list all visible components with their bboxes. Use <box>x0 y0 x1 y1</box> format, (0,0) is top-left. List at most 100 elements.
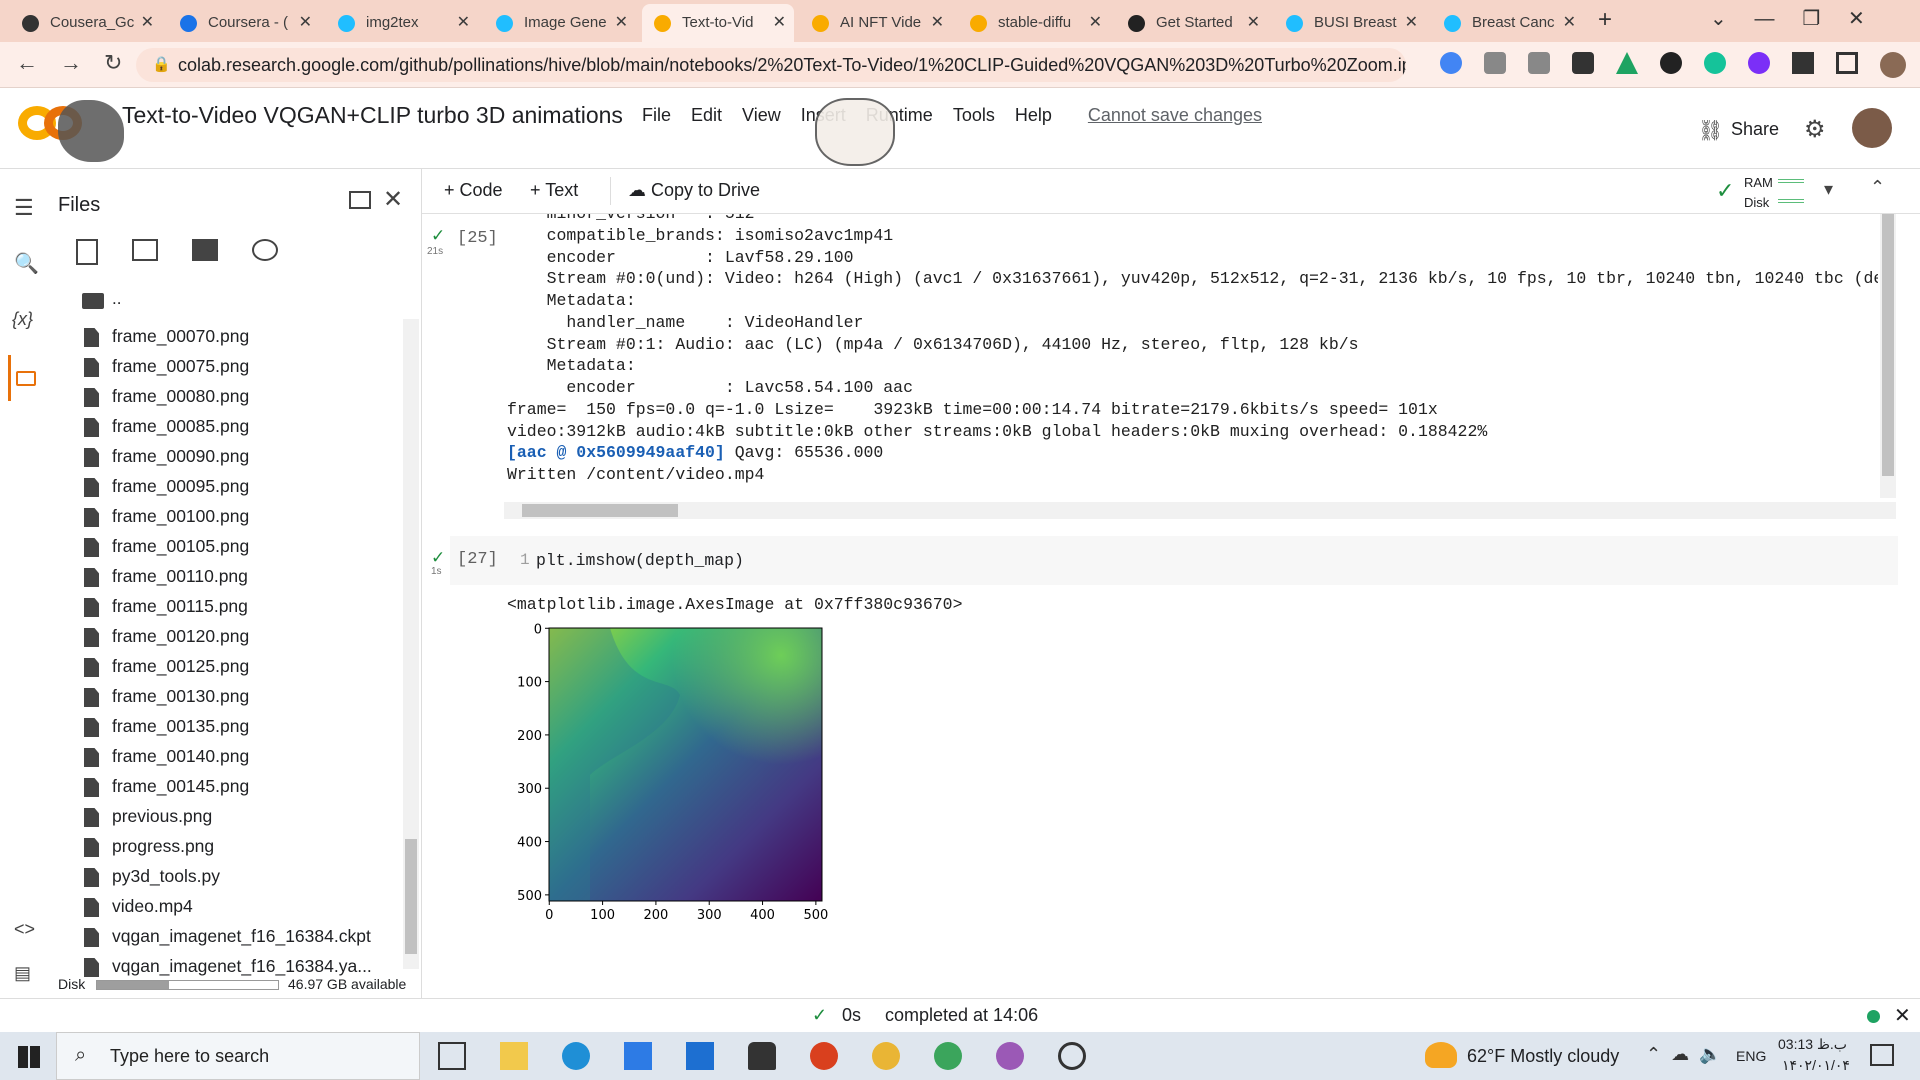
hidden-files-icon[interactable] <box>252 239 278 261</box>
file-name[interactable]: progress.png <box>112 836 215 856</box>
tab-close[interactable]: ✕ <box>1246 14 1260 31</box>
tab-close[interactable]: ✕ <box>614 14 628 31</box>
save-status[interactable]: Cannot save changes <box>1087 105 1262 125</box>
output-line: compatible_brands: isomiso2avc1mp41 <box>507 225 894 245</box>
file-name[interactable]: frame_00130.png <box>112 686 250 706</box>
new-tab-button[interactable]: + <box>1598 6 1613 33</box>
toc-icon[interactable]: ☰ <box>14 195 34 220</box>
resources[interactable]: RAM Disk <box>1744 173 1773 213</box>
file-name[interactable]: frame_00135.png <box>112 716 250 736</box>
settings-icon[interactable]: ⚙ <box>1804 116 1826 143</box>
file-name[interactable]: frame_00080.png <box>112 386 250 406</box>
tab-close[interactable]: ✕ <box>1088 14 1102 31</box>
y-tick-label: 300 <box>517 782 542 797</box>
upload-icon[interactable] <box>76 239 98 265</box>
start-button[interactable] <box>18 1046 40 1068</box>
file-icon <box>84 628 99 647</box>
active-indicator <box>8 355 11 401</box>
refresh-icon[interactable] <box>132 239 158 261</box>
drive-icon[interactable] <box>192 239 218 261</box>
file-name[interactable]: frame_00100.png <box>112 506 250 526</box>
notebook-toolbar: + Code + Text ☁ Copy to Drive ✓ RAM Disk… <box>422 169 1920 214</box>
snippets-icon[interactable]: <> <box>14 919 36 939</box>
notifications[interactable] <box>1870 1044 1894 1066</box>
window-controls: ⌄ — ❐ ✕ <box>1710 8 1865 30</box>
file-icon <box>84 718 99 737</box>
file-name[interactable]: frame_00075.png <box>112 356 250 376</box>
tab-close[interactable]: ✕ <box>930 14 944 31</box>
tab-close[interactable]: ✕ <box>140 14 154 31</box>
horizontal-scrollbar <box>504 502 1896 519</box>
search-box[interactable]: ⌕ Type here to search <box>56 1032 420 1080</box>
execution-count: [27] <box>457 550 498 569</box>
browser-tab[interactable]: Image Gene ✕ <box>484 4 636 42</box>
weather-text[interactable]: 62°F Mostly cloudy <box>1467 1046 1620 1066</box>
search-icon[interactable]: 🔍 <box>14 253 39 275</box>
browser-tab[interactable]: AI NFT Vide ✕ <box>800 4 952 42</box>
status-close[interactable]: ✕ <box>1894 1005 1911 1027</box>
close-panel[interactable]: ✕ <box>383 186 404 213</box>
tab-close[interactable]: ✕ <box>298 14 312 31</box>
file-name[interactable]: py3d_tools.py <box>112 866 220 886</box>
tab-close[interactable]: ✕ <box>456 14 470 31</box>
tab-close[interactable]: ✕ <box>1562 14 1576 31</box>
file-icon <box>84 838 99 857</box>
file-name[interactable]: frame_00095.png <box>112 476 250 496</box>
browser-tab[interactable]: Breast Canc ✕ <box>1432 4 1584 42</box>
copy-to-drive-button[interactable]: ☁ Copy to Drive <box>628 180 761 200</box>
tab-icon <box>338 15 355 32</box>
menu-item[interactable]: Tools <box>952 105 995 125</box>
file-name[interactable]: frame_00120.png <box>112 626 250 646</box>
file-name[interactable]: frame_00145.png <box>112 776 250 796</box>
resources-dropdown[interactable]: ▾ <box>1824 179 1834 199</box>
clock-time[interactable]: 03:13 ب.ظ <box>1778 1036 1847 1052</box>
notebook-title[interactable]: Text-to-Video VQGAN+CLIP turbo 3D animat… <box>122 102 623 128</box>
tab-close[interactable]: ✕ <box>1404 14 1418 31</box>
code-cell[interactable] <box>450 536 1898 585</box>
x-tick-label: 300 <box>697 908 722 923</box>
file-name[interactable]: vqgan_imagenet_f16_16384.ckpt <box>112 926 371 946</box>
menu-item[interactable]: Help <box>1014 105 1052 125</box>
tray-icons[interactable]: ⌃ ☁ 🔈 <box>1646 1044 1722 1064</box>
file-name[interactable]: frame_00110.png <box>112 566 248 586</box>
browser-tab[interactable]: Get Started ✕ <box>1116 4 1268 42</box>
file-name[interactable]: video.mp4 <box>112 896 193 916</box>
file-name[interactable]: frame_00070.png <box>112 326 250 346</box>
browser-tab[interactable]: img2tex ✕ <box>326 4 478 42</box>
address-bar[interactable]: 🔒 colab.research.google.com/github/polli… <box>136 48 1406 82</box>
file-icon <box>84 868 99 887</box>
menu-item[interactable]: View <box>742 105 781 125</box>
run-status: ✓ <box>431 548 446 567</box>
terminal-icon[interactable]: ▤ <box>14 963 32 983</box>
browser-tab[interactable]: Coursera - (✕ <box>168 4 320 42</box>
parent-folder[interactable]: .. <box>112 289 122 308</box>
add-text-button[interactable]: + Text <box>530 180 579 200</box>
file-name[interactable]: frame_00085.png <box>112 416 250 436</box>
browser-tab[interactable]: BUSI Breast ✕ <box>1274 4 1426 42</box>
file-name[interactable]: frame_00140.png <box>112 746 250 766</box>
browser-tab[interactable]: Text-to-Vid ✕ <box>642 4 794 42</box>
file-name[interactable]: frame_00090.png <box>112 446 250 466</box>
files-icon[interactable] <box>16 371 36 386</box>
menu-item[interactable]: Edit <box>691 105 723 125</box>
file-name[interactable]: frame_00105.png <box>112 536 250 556</box>
file-name[interactable]: vqgan_imagenet_f16_16384.ya... <box>112 956 372 976</box>
output-line: Stream #0:0(und): Video: h264 (High) (av… <box>507 269 1878 289</box>
language[interactable]: ENG <box>1736 1048 1767 1064</box>
clock-date[interactable]: ۱۴۰۲/۰۱/۰۴ <box>1782 1057 1850 1073</box>
share-button[interactable]: Share <box>1731 119 1780 139</box>
menu-item[interactable]: File <box>642 105 672 125</box>
file-name[interactable]: previous.png <box>112 806 213 826</box>
variables-icon[interactable]: {x} <box>12 309 34 329</box>
avatar[interactable] <box>1852 108 1892 148</box>
add-code-button[interactable]: + Code <box>444 180 503 200</box>
file-name[interactable]: frame_00115.png <box>112 596 248 616</box>
undock-icon[interactable] <box>349 191 371 209</box>
tab-close[interactable]: ✕ <box>772 14 786 31</box>
browser-tab[interactable]: Cousera_Gc ✕ <box>10 4 162 42</box>
file-name[interactable]: frame_00125.png <box>112 656 250 676</box>
nav-buttons[interactable]: ←→↻ <box>16 50 145 75</box>
collapse-header[interactable]: ⌃ <box>1870 177 1886 197</box>
browser-tab[interactable]: stable-diffu ✕ <box>958 4 1110 42</box>
